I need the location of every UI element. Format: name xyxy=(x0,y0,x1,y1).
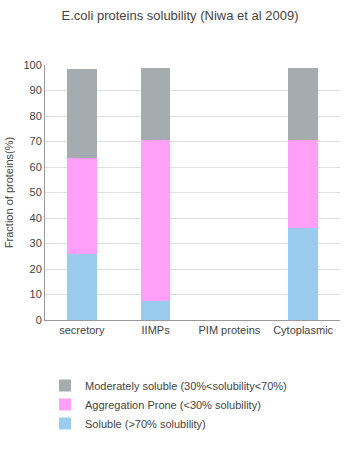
svg-text:60: 60 xyxy=(30,161,42,173)
svg-text:100: 100 xyxy=(23,59,41,71)
svg-text:20: 20 xyxy=(30,263,42,275)
svg-text:Aggregation Prone (<30% solubi: Aggregation Prone (<30% solubility) xyxy=(85,399,261,411)
svg-text:Cytoplasmic: Cytoplasmic xyxy=(273,324,333,336)
svg-text:PIM proteins: PIM proteins xyxy=(199,324,261,336)
svg-text:70: 70 xyxy=(30,135,42,147)
svg-text:90: 90 xyxy=(30,84,42,96)
svg-text:0: 0 xyxy=(36,314,42,326)
svg-text:E.coli proteins solubility (Ni: E.coli proteins solubility (Niwa et al 2… xyxy=(62,8,299,23)
svg-text:30: 30 xyxy=(30,237,42,249)
svg-text:40: 40 xyxy=(30,212,42,224)
svg-text:50: 50 xyxy=(30,186,42,198)
svg-text:80: 80 xyxy=(30,110,42,122)
svg-text:Soluble (>70% solubility): Soluble (>70% solubility) xyxy=(85,418,206,430)
svg-text:IIMPs: IIMPs xyxy=(142,324,171,336)
svg-text:10: 10 xyxy=(30,288,42,300)
svg-text:Fraction of proteins(%): Fraction of proteins(%) xyxy=(3,137,15,248)
svg-text:secretory: secretory xyxy=(59,324,105,336)
svg-text:Moderately soluble (30%<solubi: Moderately soluble (30%<solubility<70%) xyxy=(85,380,287,392)
